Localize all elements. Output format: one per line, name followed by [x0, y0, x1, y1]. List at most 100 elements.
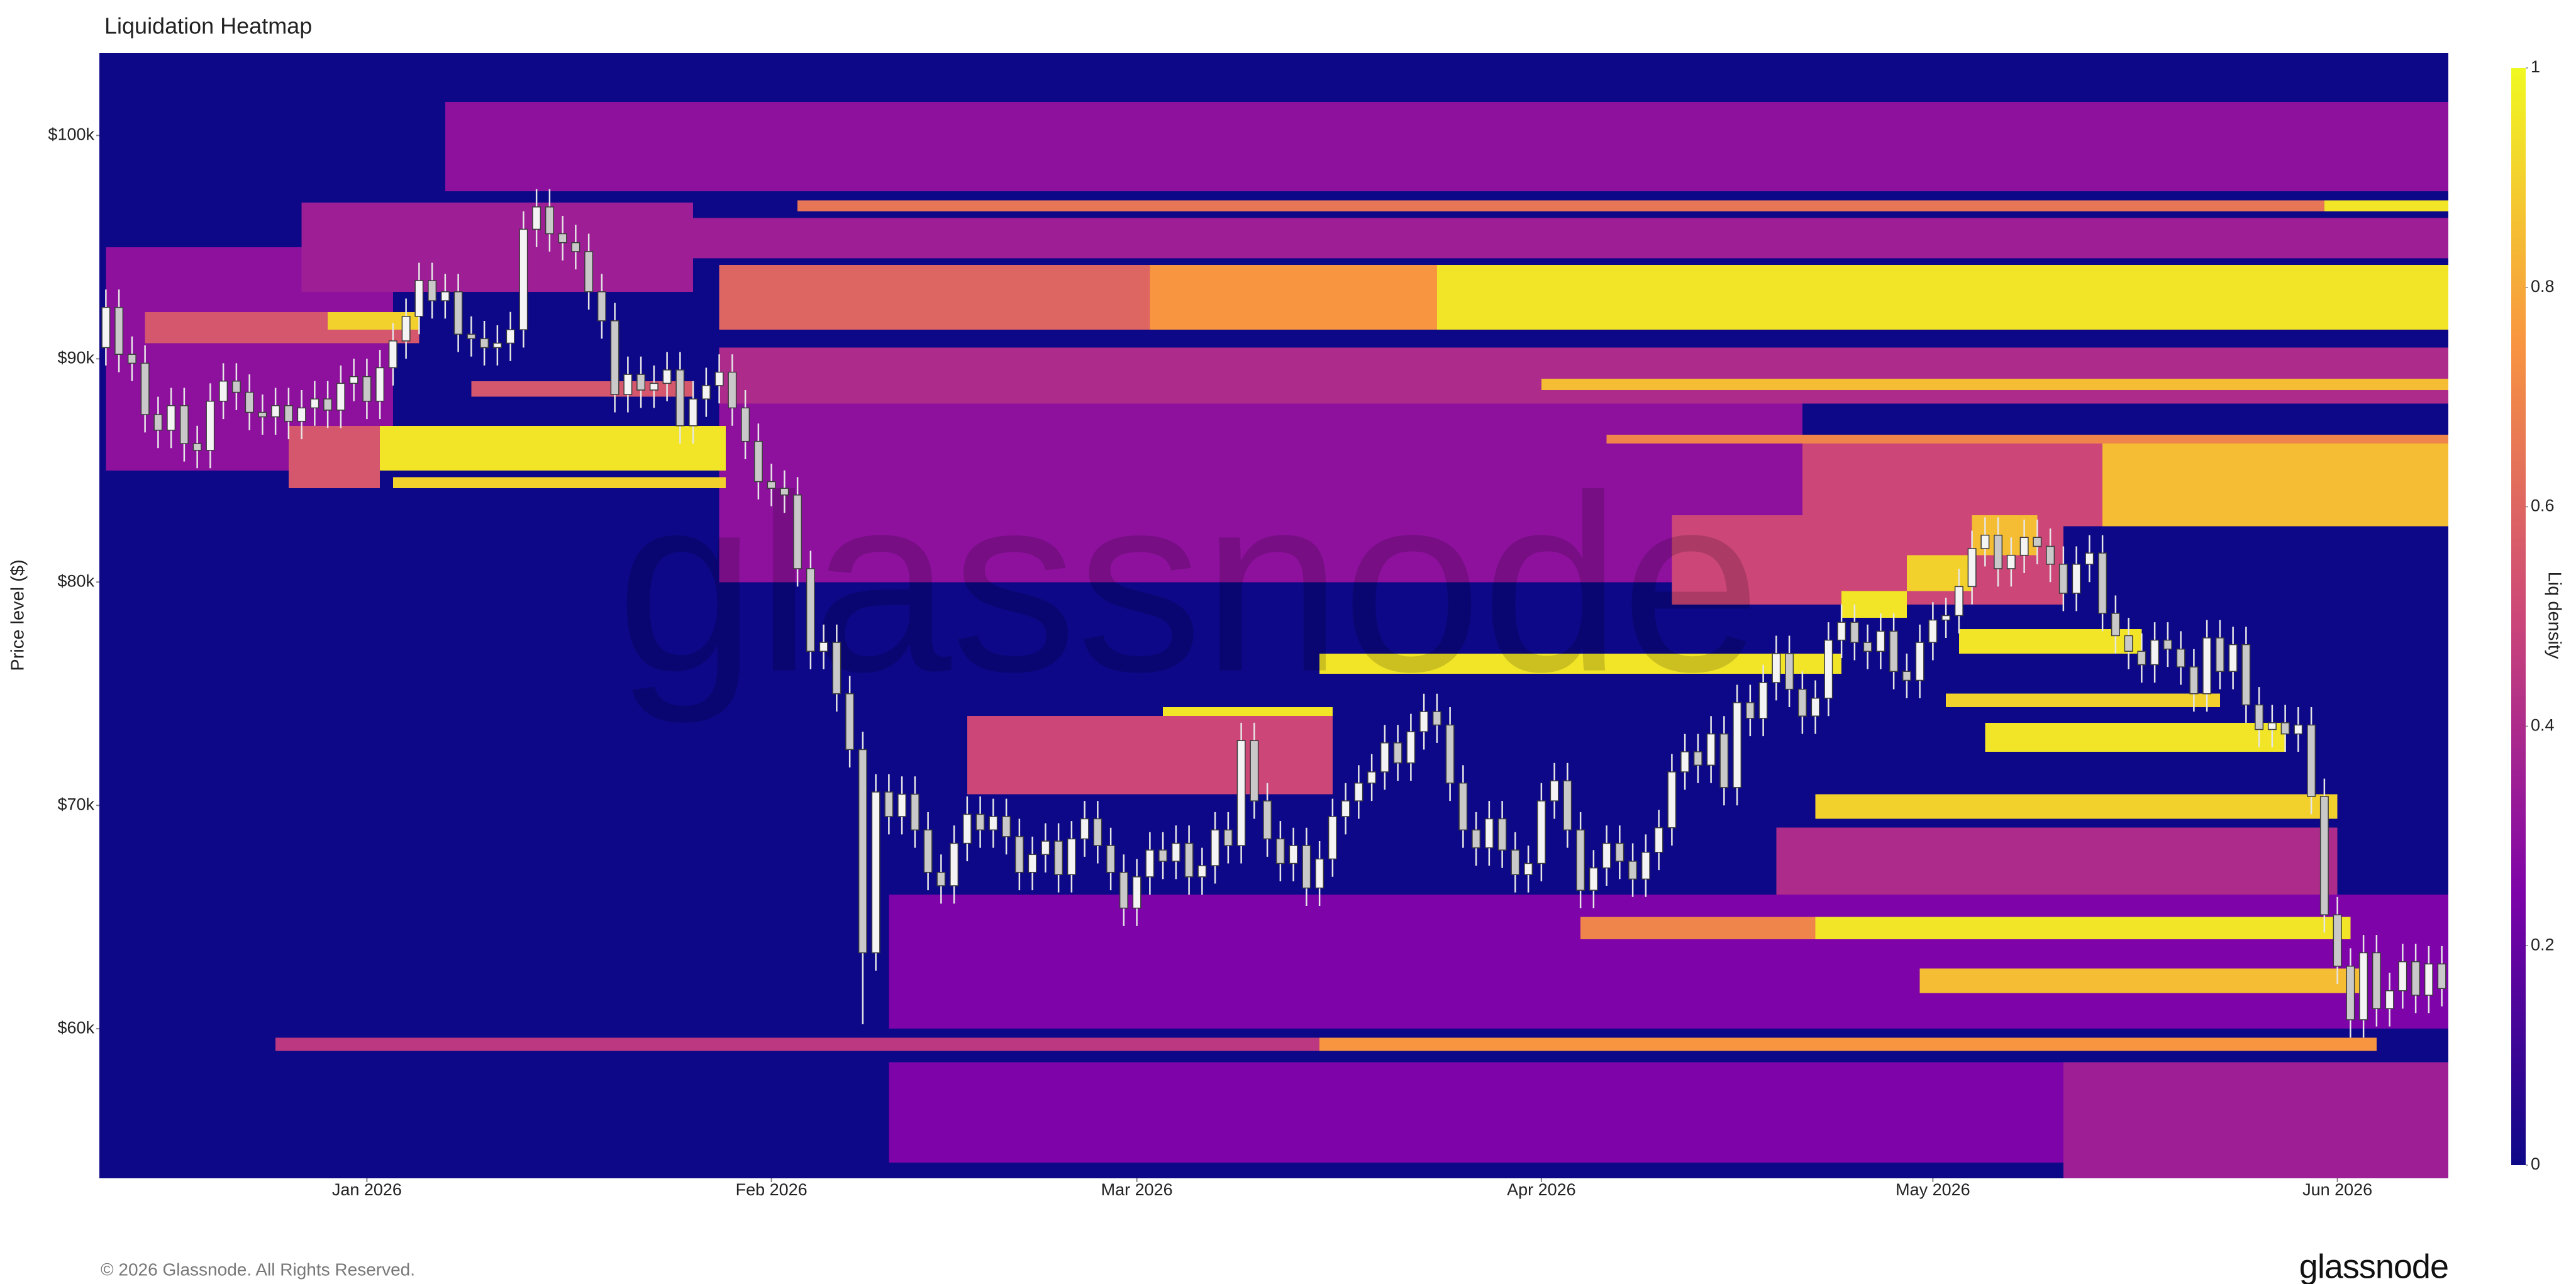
- candle-body: [2124, 635, 2133, 652]
- candle-body: [2006, 554, 2016, 569]
- heat-cell: [1319, 1037, 2377, 1051]
- candle-body: [323, 398, 333, 411]
- colorbar: [2511, 68, 2526, 1165]
- candle-body: [2072, 564, 2081, 594]
- candle-body: [2085, 552, 2094, 565]
- chart-title: Liquidation Heatmap: [104, 13, 312, 39]
- logo: glassnode: [2299, 1248, 2448, 1284]
- candle-body: [1576, 829, 1585, 891]
- candle-body: [950, 842, 959, 886]
- heat-cell: [1541, 379, 2448, 390]
- candle-body: [1850, 622, 1859, 643]
- candle-body: [310, 398, 319, 409]
- candle-body: [1289, 845, 1298, 864]
- candle-body: [845, 693, 855, 751]
- heat-cell: [1815, 917, 2351, 940]
- candle-body: [1080, 818, 1089, 840]
- candle-body: [1524, 863, 1533, 876]
- candle-body: [1628, 861, 1638, 880]
- y-tick-label: $70k: [57, 795, 94, 813]
- candle-body: [1928, 619, 1938, 643]
- heat-cell: [628, 218, 2448, 259]
- heat-cell: [1436, 265, 2448, 330]
- candle-body: [1028, 854, 1037, 873]
- x-tick-label: Apr 2026: [1507, 1180, 1576, 1199]
- heat-cell: [1802, 444, 2103, 527]
- candle-body: [1119, 871, 1128, 909]
- heat-cell: [288, 425, 380, 489]
- heat-cell: [1919, 968, 2364, 993]
- candle-body: [1797, 688, 1807, 717]
- candle-body: [1484, 818, 1494, 849]
- candle-body: [1223, 829, 1233, 846]
- candle-body: [428, 280, 437, 301]
- candle-body: [1902, 671, 1911, 681]
- heat-cell: [445, 102, 2448, 192]
- candle-body: [1250, 740, 1259, 801]
- candle-body: [767, 481, 776, 489]
- candle-body: [2202, 637, 2212, 695]
- candle-body: [675, 369, 685, 427]
- colorbar-tick-label: 0.4: [2531, 716, 2555, 735]
- candle-body: [2385, 990, 2394, 1009]
- candle-body: [1367, 771, 1377, 784]
- candle-body: [662, 369, 672, 384]
- candle-body: [2319, 796, 2329, 915]
- candle-body: [1733, 702, 1742, 788]
- y-axis-label: Price level ($): [8, 559, 28, 671]
- candle-body: [127, 354, 136, 364]
- candle-body: [2033, 537, 2042, 547]
- candle-body: [1693, 751, 1702, 766]
- candle-body: [728, 371, 737, 409]
- candle-body: [610, 320, 619, 395]
- candle-body: [962, 813, 972, 844]
- candle-body: [1197, 865, 1207, 878]
- candle-body: [362, 376, 372, 402]
- candle-body: [1041, 840, 1050, 856]
- heat-cell: [2063, 1062, 2448, 1178]
- candle-body: [2424, 963, 2433, 996]
- candle-body: [558, 233, 567, 243]
- candle-body: [1511, 849, 1520, 876]
- candle-body: [1067, 838, 1076, 876]
- candle-body: [414, 280, 424, 317]
- candle-body: [1772, 653, 1781, 683]
- candle-body: [1915, 642, 1924, 681]
- candle-body: [1380, 742, 1389, 773]
- candle-body: [2228, 644, 2238, 672]
- colorbar-tick-label: 0: [2531, 1154, 2540, 1173]
- candle-body: [2046, 545, 2055, 565]
- candle-body: [1889, 630, 1899, 672]
- x-tick-label: May 2026: [1896, 1180, 1970, 1199]
- candle-body: [114, 306, 124, 355]
- heat-cell: [719, 265, 1150, 330]
- y-tick-label: $90k: [57, 348, 94, 367]
- heat-cell: [392, 477, 726, 489]
- candle-body: [1863, 642, 1872, 652]
- candle-body: [571, 242, 580, 252]
- candle-body: [910, 793, 919, 831]
- candle-body: [231, 381, 241, 393]
- candle-body: [1236, 740, 1246, 846]
- candle-body: [2098, 552, 2107, 614]
- candle-body: [753, 440, 763, 483]
- candle-body: [1667, 771, 1677, 829]
- heat-cell: [889, 895, 2448, 1029]
- colorbar-tick-label: 0.6: [2531, 496, 2555, 515]
- colorbar-tick-label: 0.2: [2531, 935, 2555, 954]
- candle-body: [1432, 711, 1441, 726]
- candle-body: [2189, 666, 2199, 695]
- plot-area: glassnode: [99, 53, 2448, 1178]
- candle-body: [1315, 858, 1324, 889]
- candle-body: [780, 488, 789, 496]
- candle-body: [923, 829, 933, 873]
- candle-body: [989, 816, 998, 831]
- candle-body: [519, 228, 528, 330]
- candle-body: [1145, 849, 1155, 878]
- candle-body: [1106, 845, 1116, 873]
- candle-body: [1393, 742, 1402, 764]
- candle-body: [975, 813, 985, 831]
- candle-body: [1824, 639, 1833, 699]
- footer: © 2026 Glassnode. All Rights Reserved.: [101, 1259, 415, 1279]
- heat-cell: [797, 200, 2324, 212]
